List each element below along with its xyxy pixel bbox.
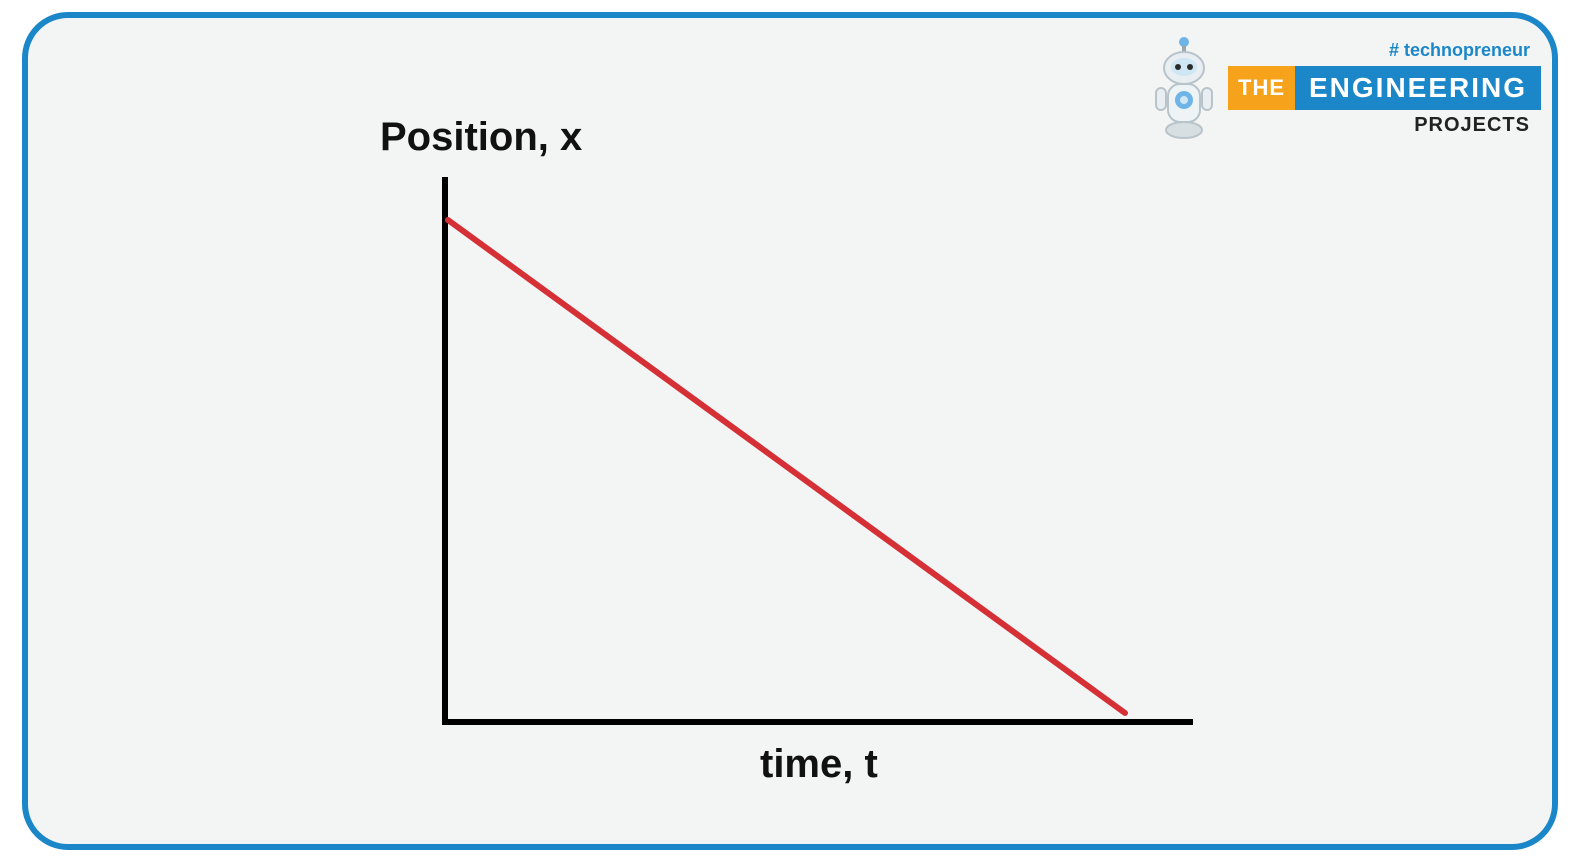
brand-logo: # technopreneur THE ENGINEERING PROJECTS — [1150, 40, 1530, 160]
x-axis-label: time, t — [760, 742, 878, 787]
logo-bar: THE ENGINEERING — [1228, 66, 1541, 110]
logo-projects-text: PROJECTS — [1414, 114, 1530, 137]
y-axis-label: Position, x — [380, 115, 582, 160]
position-line — [448, 220, 1125, 713]
logo-tagline: # technopreneur — [1389, 40, 1530, 61]
logo-engineering-text: ENGINEERING — [1295, 66, 1541, 110]
logo-the-text: THE — [1228, 66, 1295, 110]
robot-icon — [1144, 34, 1224, 154]
